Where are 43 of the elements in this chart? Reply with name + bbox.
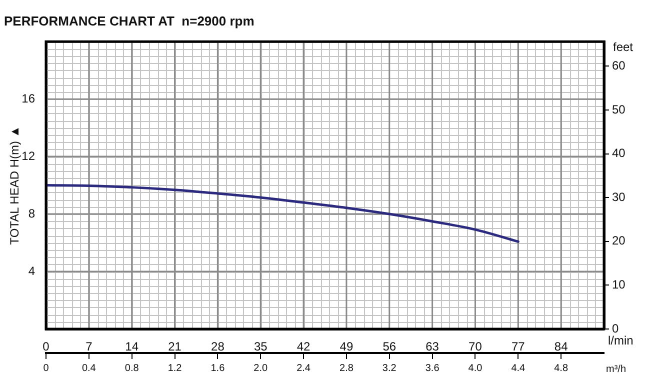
y-axis-title: TOTAL HEAD H(m) ▲ — [8, 126, 22, 245]
y-tick-label: 8 — [28, 206, 36, 220]
x-tick-label: 28 — [211, 340, 225, 354]
y2-tick-label: 30 — [612, 190, 626, 204]
x2-tick-label: 4.0 — [468, 362, 483, 374]
y2-tick-label: 0 — [612, 321, 619, 336]
y-tick-label: 4 — [28, 264, 36, 278]
x-tick-label: 14 — [125, 340, 139, 354]
x-tick-label: 35 — [254, 340, 268, 354]
x-tick-label: 63 — [426, 340, 440, 354]
x2-tick-label: 3.2 — [382, 362, 397, 374]
x2-tick-label: 0.4 — [82, 362, 96, 374]
x-tick-label: 0 — [42, 340, 50, 354]
x-tick-label: 84 — [554, 340, 568, 354]
line-series — [46, 184, 520, 243]
y2-tick-label: 10 — [612, 278, 626, 292]
y-tick-label: 12 — [22, 148, 36, 163]
x2-tick-label: 3.6 — [425, 362, 440, 374]
x-axis-title: l/min — [608, 333, 634, 348]
y2-axis-title: feet — [613, 40, 634, 54]
y2-tick-label: 60 — [612, 58, 626, 73]
x2-tick-label: 1.2 — [168, 362, 182, 374]
y2-tick-label: 50 — [612, 102, 626, 116]
x-tick-label: 70 — [468, 340, 482, 354]
x2-tick-label: 2.8 — [340, 362, 354, 374]
x2-tick-label: 4.8 — [554, 362, 568, 374]
x2-axis-title: m³/h — [606, 364, 626, 375]
y2-tick-label: 20 — [612, 234, 626, 248]
x-tick-label: 56 — [382, 340, 396, 354]
y-tick-label: 16 — [22, 91, 36, 106]
x-tick-label: 21 — [168, 340, 182, 354]
x2-tick-label: 0.8 — [124, 362, 140, 374]
x2-tick-label: 0 — [43, 362, 50, 374]
x-tick-label: 42 — [296, 340, 311, 354]
chart-title: PERFORMANCE CHART AT n=2900 rpm — [4, 13, 254, 28]
x-tick-label: 49 — [340, 340, 354, 354]
x2-tick-label: 1.6 — [210, 362, 226, 374]
x2-tick-label: 2.0 — [254, 362, 268, 374]
x2-tick-label: 2.4 — [296, 362, 311, 374]
x2-tick-label: 4.4 — [511, 362, 526, 374]
x-tick-label: 77 — [511, 340, 526, 354]
y2-tick-label: 40 — [612, 146, 626, 160]
x-tick-label: 7 — [86, 340, 93, 354]
